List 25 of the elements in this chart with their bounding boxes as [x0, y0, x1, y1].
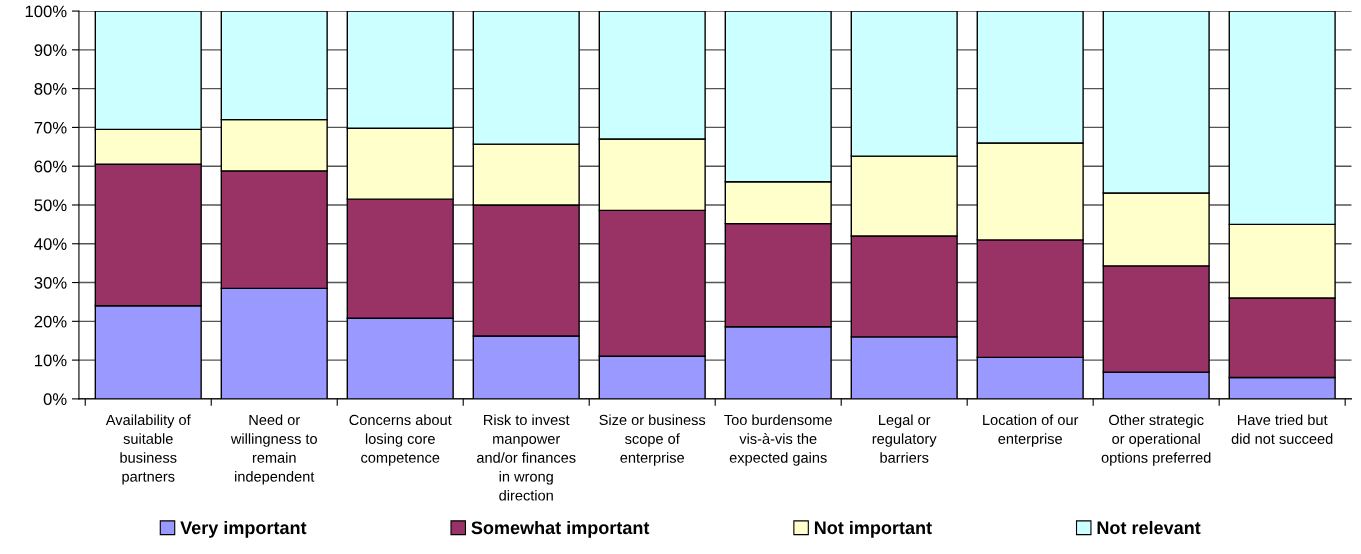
x-tick-label: Concerns about losing core competence	[349, 414, 452, 466]
y-tick-label: 100%	[25, 5, 67, 18]
x-tick-label: Location of our enterprise	[983, 414, 1079, 447]
x-tick-label: Other strategic or operational options preferred	[1101, 414, 1211, 466]
y-tick-label: 50%	[34, 199, 67, 212]
x-tick-label: Size or business scope of enterprise	[599, 414, 706, 466]
x-tick-label: Legal or regulatory barriers	[872, 414, 937, 463]
y-tick-label: 0%	[43, 393, 67, 406]
x-tick-label: Risk to invest manpower and/or finances in wrong direction	[476, 414, 576, 501]
legend-label: Very important	[180, 520, 307, 538]
legend-label: Not important	[814, 520, 932, 538]
x-tick-label: Availability of suitable business partners	[105, 414, 191, 485]
legend-label: Somewhat important	[471, 520, 650, 538]
x-tick-label: Too burdensome vis-à-vis the expected gains	[724, 414, 832, 466]
y-tick-label: 90%	[34, 44, 67, 57]
y-tick-label: 10%	[35, 354, 67, 367]
legend-label: Not relevant	[1097, 520, 1201, 535]
y-tick-label: 80%	[34, 83, 67, 95]
x-tick-label: Have tried but did not succeed	[1231, 414, 1333, 444]
y-tick-label: 60%	[34, 160, 67, 173]
x-tick-label: Need or willingness to remain independent	[230, 414, 317, 485]
y-tick-label: 30%	[34, 276, 67, 289]
y-tick-label: 40%	[34, 238, 67, 250]
y-tick-label: 70%	[34, 121, 67, 134]
y-tick-label: 20%	[34, 315, 67, 328]
